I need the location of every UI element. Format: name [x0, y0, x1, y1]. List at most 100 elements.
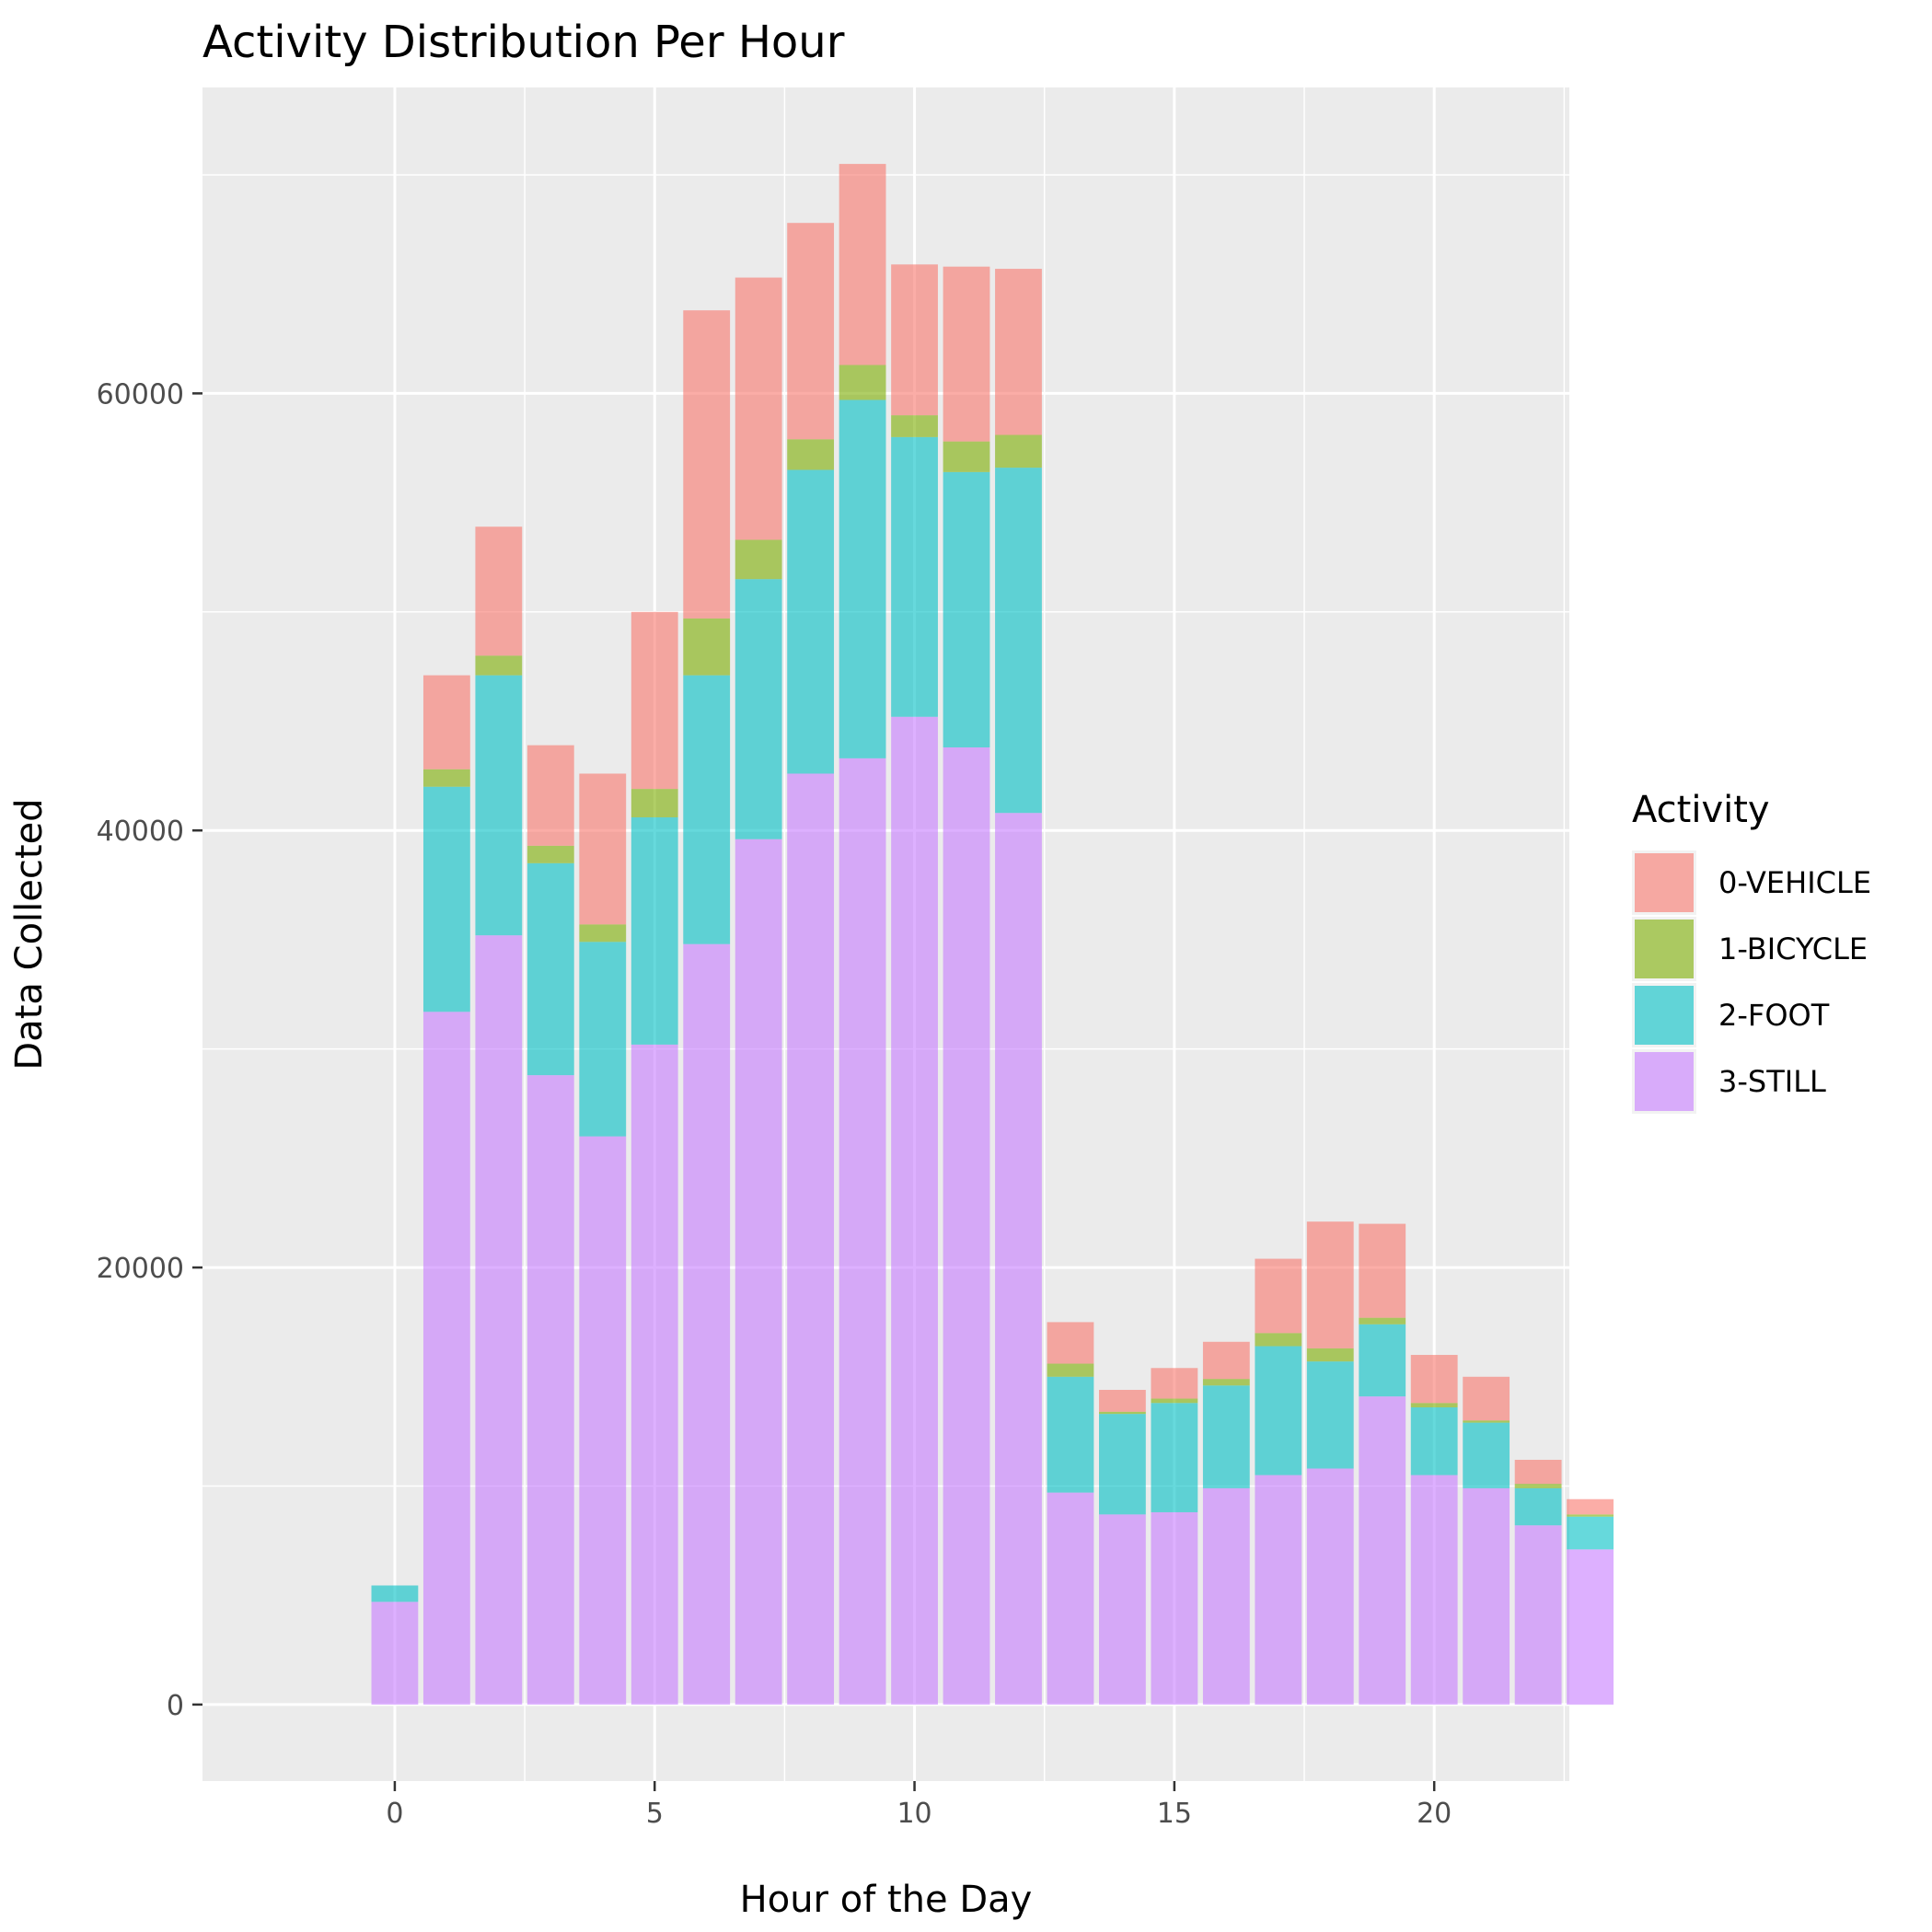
bar-2-foot-hour-10	[891, 436, 938, 717]
bar-2-foot-hour-7	[735, 579, 782, 839]
bar-2-foot-hour-0	[371, 1585, 419, 1602]
bar-0-vehicle-hour-6	[683, 310, 731, 619]
bar-3-still-hour-4	[579, 1136, 627, 1705]
bar-3-still-hour-1	[422, 1012, 470, 1705]
bar-2-foot-hour-22	[1514, 1487, 1562, 1526]
bar-0-vehicle-hour-19	[1359, 1223, 1406, 1318]
bar-0-vehicle-hour-22	[1514, 1459, 1562, 1485]
bar-3-still-hour-17	[1255, 1475, 1302, 1705]
bar-0-vehicle-hour-11	[943, 266, 990, 442]
bar-2-foot-hour-15	[1151, 1403, 1198, 1512]
bar-0-vehicle-hour-9	[839, 164, 886, 365]
bar-1-bicycle-hour-13	[1047, 1363, 1094, 1377]
bar-3-still-hour-8	[787, 773, 835, 1705]
bar-1-bicycle-hour-16	[1202, 1379, 1250, 1386]
bar-2-foot-hour-1	[422, 786, 470, 1012]
legend-label-2-foot: 2-FOOT	[1718, 998, 1830, 1033]
bar-3-still-hour-12	[995, 813, 1042, 1705]
bars	[371, 164, 1614, 1705]
bar-1-bicycle-hour-12	[995, 434, 1042, 469]
bar-1-bicycle-hour-11	[943, 441, 990, 472]
y-tick-label: 0	[167, 1690, 184, 1722]
bar-3-still-hour-11	[943, 747, 990, 1705]
bar-2-foot-hour-14	[1099, 1414, 1146, 1515]
bar-1-bicycle-hour-22	[1514, 1484, 1562, 1488]
bar-3-still-hour-10	[891, 716, 938, 1705]
bar-3-still-hour-3	[526, 1075, 574, 1705]
bar-0-vehicle-hour-23	[1567, 1498, 1614, 1515]
bar-0-vehicle-hour-7	[735, 277, 782, 540]
bar-0-vehicle-hour-15	[1151, 1368, 1198, 1399]
y-axis: 0 20000 40000 60000	[97, 378, 202, 1722]
legend-label-3-still: 3-STILL	[1718, 1064, 1826, 1099]
x-tick-label: 5	[646, 1798, 664, 1830]
bar-3-still-hour-13	[1047, 1492, 1094, 1705]
bar-0-vehicle-hour-13	[1047, 1322, 1094, 1364]
bar-2-foot-hour-4	[579, 942, 627, 1137]
bar-0-vehicle-hour-17	[1255, 1258, 1302, 1334]
bar-0-vehicle-hour-10	[891, 264, 938, 416]
bar-1-bicycle-hour-9	[839, 364, 886, 400]
bar-1-bicycle-hour-15	[1151, 1398, 1198, 1404]
bar-3-still-hour-23	[1567, 1549, 1614, 1705]
bar-2-foot-hour-18	[1306, 1361, 1354, 1469]
bar-1-bicycle-hour-23	[1567, 1514, 1614, 1517]
bar-3-still-hour-9	[839, 758, 886, 1705]
y-tick-label: 40000	[97, 816, 184, 848]
bar-3-still-hour-18	[1306, 1468, 1354, 1705]
bar-1-bicycle-hour-2	[475, 655, 523, 676]
bar-2-foot-hour-9	[839, 399, 886, 758]
legend-label-1-bicycle: 1-BICYCLE	[1718, 931, 1868, 966]
x-axis: 0 5 10 15 20	[386, 1781, 1452, 1830]
bar-2-foot-hour-16	[1202, 1385, 1250, 1488]
bar-0-vehicle-hour-20	[1410, 1355, 1458, 1404]
bar-0-vehicle-hour-21	[1463, 1376, 1510, 1421]
bar-2-foot-hour-20	[1410, 1407, 1458, 1475]
x-tick-label: 20	[1417, 1798, 1452, 1830]
legend-swatch-0-vehicle	[1635, 853, 1694, 912]
legend-swatch-1-bicycle	[1635, 920, 1694, 978]
bar-0-vehicle-hour-8	[787, 223, 835, 440]
bar-3-still-hour-5	[631, 1044, 678, 1705]
bar-2-foot-hour-13	[1047, 1376, 1094, 1493]
chart-title: Activity Distribution Per Hour	[202, 17, 845, 68]
y-tick-label: 60000	[97, 378, 184, 411]
bar-0-vehicle-hour-16	[1202, 1341, 1250, 1380]
bar-0-vehicle-hour-1	[422, 675, 470, 769]
bar-1-bicycle-hour-10	[891, 415, 938, 437]
legend-title: Activity	[1632, 789, 1770, 831]
bar-2-foot-hour-11	[943, 471, 990, 748]
bar-1-bicycle-hour-21	[1463, 1420, 1510, 1423]
bar-3-still-hour-22	[1514, 1525, 1562, 1705]
bar-1-bicycle-hour-8	[787, 439, 835, 470]
bar-1-bicycle-hour-14	[1099, 1411, 1146, 1415]
y-axis-title: Data Collected	[8, 798, 51, 1070]
legend-swatch-2-foot	[1635, 986, 1694, 1045]
bar-0-vehicle-hour-14	[1099, 1390, 1146, 1412]
bar-1-bicycle-hour-6	[683, 618, 731, 676]
bar-1-bicycle-hour-1	[422, 769, 470, 787]
bar-0-vehicle-hour-18	[1306, 1221, 1354, 1348]
x-tick-label: 0	[386, 1798, 403, 1830]
bar-2-foot-hour-19	[1359, 1324, 1406, 1397]
bar-0-vehicle-hour-2	[475, 526, 523, 656]
bar-0-vehicle-hour-4	[579, 773, 627, 925]
bar-1-bicycle-hour-17	[1255, 1333, 1302, 1347]
bar-3-still-hour-19	[1359, 1396, 1406, 1705]
bar-1-bicycle-hour-19	[1359, 1317, 1406, 1325]
bar-3-still-hour-2	[475, 935, 523, 1705]
bar-3-still-hour-14	[1099, 1514, 1146, 1705]
legend: Activity 0-VEHICLE 1-BICYCLE 2-FOOT 3-STILL	[1632, 789, 1871, 1114]
bar-3-still-hour-15	[1151, 1511, 1198, 1705]
bar-1-bicycle-hour-7	[735, 539, 782, 580]
x-axis-title: Hour of the Day	[740, 1879, 1033, 1921]
bar-2-foot-hour-3	[526, 862, 574, 1076]
bar-0-vehicle-hour-5	[631, 611, 678, 790]
bar-2-foot-hour-17	[1255, 1346, 1302, 1475]
legend-swatch-3-still	[1635, 1052, 1694, 1111]
bar-2-foot-hour-23	[1567, 1516, 1614, 1550]
bar-3-still-hour-21	[1463, 1487, 1510, 1705]
bar-1-bicycle-hour-18	[1306, 1348, 1354, 1362]
bar-1-bicycle-hour-20	[1410, 1403, 1458, 1408]
